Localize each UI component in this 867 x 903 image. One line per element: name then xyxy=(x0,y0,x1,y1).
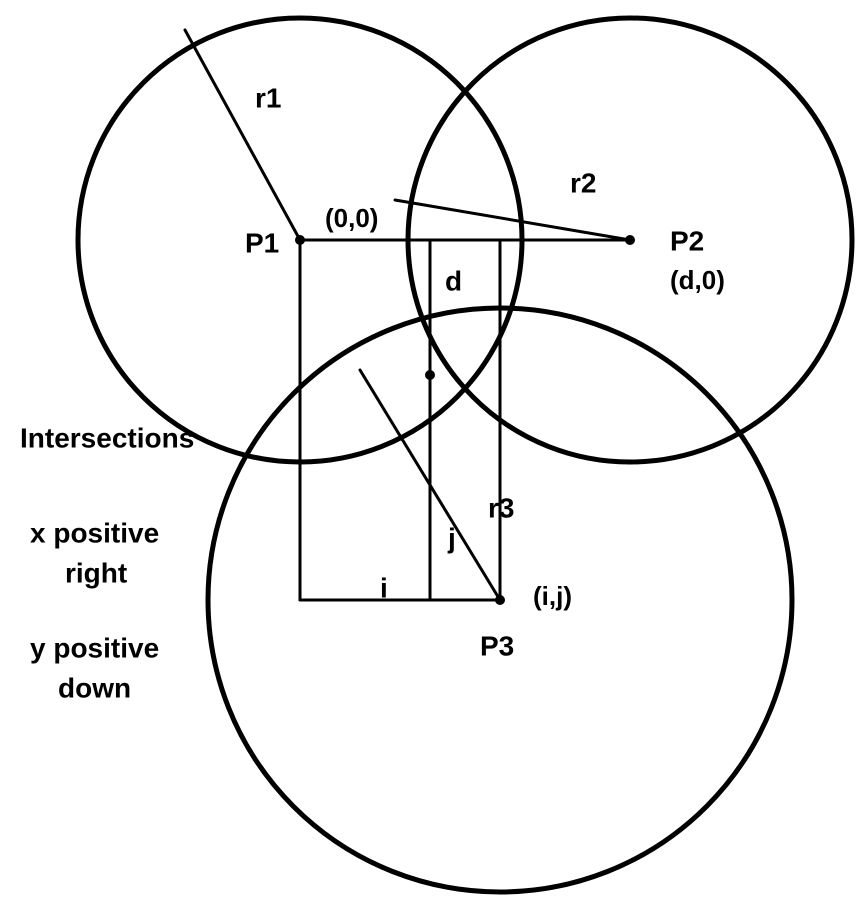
point-p1 xyxy=(295,235,305,245)
label-P2c: (d,0) xyxy=(670,265,725,295)
label-P1: P1 xyxy=(245,227,279,258)
label-d: d xyxy=(445,265,462,296)
label-r3: r3 xyxy=(488,492,514,523)
label-P3c: (i,j) xyxy=(533,581,572,611)
label-ypos2: down xyxy=(58,672,131,703)
point-int xyxy=(425,370,435,380)
point-p3 xyxy=(495,595,505,605)
label-intersections: Intersections xyxy=(20,422,194,453)
label-P1c: (0,0) xyxy=(325,203,378,233)
label-i: i xyxy=(380,572,388,603)
label-ypos1: y positive xyxy=(30,632,159,663)
point-p2 xyxy=(625,235,635,245)
label-P2: P2 xyxy=(670,225,704,256)
label-xpos2: right xyxy=(65,557,127,588)
label-r2: r2 xyxy=(570,167,596,198)
label-xpos1: x positive xyxy=(30,517,159,548)
label-r1: r1 xyxy=(255,82,281,113)
label-j: j xyxy=(447,522,456,553)
label-P3: P3 xyxy=(480,630,514,661)
